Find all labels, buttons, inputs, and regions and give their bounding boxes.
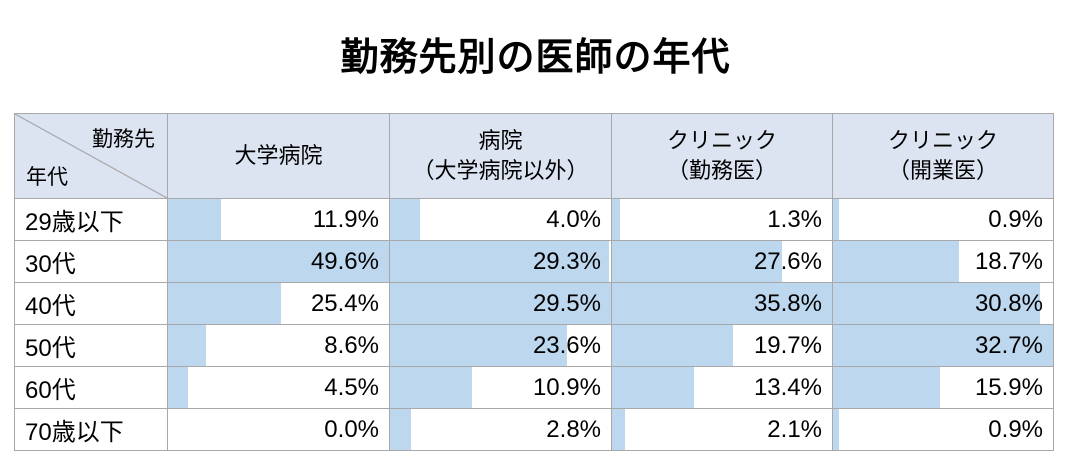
column-header-clinic-owner: クリニック （開業医） <box>832 113 1054 199</box>
value-cell: 0.9% <box>832 408 1054 451</box>
percent-label: 29.3% <box>532 247 601 275</box>
corner-label-age: 年代 <box>26 166 68 189</box>
column-header-hospital: 病院 （大学病院以外） <box>389 113 612 199</box>
value-cell: 1.3% <box>611 198 833 241</box>
data-bar <box>612 325 734 366</box>
table-row: 70歳以下 0.0% 2.8% 2.1% 0.9% <box>14 408 1054 451</box>
percent-label: 18.7% <box>974 247 1043 275</box>
corner-cell: 勤務先 年代 <box>14 113 168 199</box>
value-cell: 15.9% <box>832 366 1054 409</box>
value-cell: 0.0% <box>167 408 390 451</box>
value-cell: 27.6% <box>611 240 833 283</box>
row-label: 60代 <box>14 366 168 409</box>
column-header-university-hospital: 大学病院 <box>167 113 390 199</box>
percent-label: 2.8% <box>546 415 601 443</box>
data-bar <box>390 241 610 282</box>
data-bar <box>833 199 840 240</box>
percent-label: 1.3% <box>767 205 822 233</box>
value-cell: 2.1% <box>611 408 833 451</box>
percent-label: 13.4% <box>753 373 822 401</box>
data-bar <box>168 283 282 324</box>
percent-label: 35.8% <box>753 289 822 317</box>
value-cell: 2.8% <box>389 408 612 451</box>
percent-label: 23.6% <box>532 331 601 359</box>
value-cell: 8.6% <box>167 324 390 367</box>
data-bar <box>390 409 411 450</box>
data-bar <box>168 367 189 408</box>
percent-label: 30.8% <box>974 289 1043 317</box>
percent-label: 19.7% <box>753 331 822 359</box>
header-row: 勤務先 年代 大学病院 病院 （大学病院以外） クリニック （勤務医） クリニッ… <box>14 113 1054 199</box>
value-cell: 4.5% <box>167 366 390 409</box>
value-cell: 29.5% <box>389 282 612 325</box>
column-header-clinic-employed: クリニック （勤務医） <box>611 113 833 199</box>
row-label: 70歳以下 <box>14 408 168 451</box>
value-cell: 32.7% <box>832 324 1054 367</box>
percent-label: 0.9% <box>988 205 1043 233</box>
data-bar <box>390 367 472 408</box>
data-bar <box>390 283 611 324</box>
percent-label: 4.5% <box>324 373 379 401</box>
value-cell: 30.8% <box>832 282 1054 325</box>
table-row: 30代 49.6% 29.3% 27.6% 18.7% <box>14 240 1054 283</box>
data-bar <box>390 199 420 240</box>
row-label: 30代 <box>14 240 168 283</box>
data-bar <box>833 409 840 450</box>
data-bar <box>612 199 620 240</box>
data-bar <box>612 367 695 408</box>
table-body: 29歳以下 11.9% 4.0% 1.3% 0.9% 30代 49.6% 29.3% 27.6%… <box>14 198 1054 451</box>
data-table: 勤務先 年代 大学病院 病院 （大学病院以外） クリニック （勤務医） クリニッ… <box>14 113 1054 451</box>
value-cell: 35.8% <box>611 282 833 325</box>
value-cell: 4.0% <box>389 198 612 241</box>
table-row: 60代 4.5% 10.9% 13.4% 15.9% <box>14 366 1054 409</box>
data-bar <box>612 241 782 282</box>
value-cell: 25.4% <box>167 282 390 325</box>
corner-label-workplace: 勤務先 <box>92 128 155 151</box>
table-row: 50代 8.6% 23.6% 19.7% 32.7% <box>14 324 1054 367</box>
value-cell: 19.7% <box>611 324 833 367</box>
value-cell: 49.6% <box>167 240 390 283</box>
value-cell: 18.7% <box>832 240 1054 283</box>
page-title: 勤務先別の医師の年代 <box>340 37 731 79</box>
data-bar <box>168 199 222 240</box>
percent-label: 0.9% <box>988 415 1043 443</box>
value-cell: 13.4% <box>611 366 833 409</box>
data-bar <box>390 325 567 366</box>
percent-label: 25.4% <box>310 289 379 317</box>
value-cell: 0.9% <box>832 198 1054 241</box>
percent-label: 32.7% <box>974 331 1043 359</box>
value-cell: 10.9% <box>389 366 612 409</box>
percent-label: 15.9% <box>974 373 1043 401</box>
percent-label: 4.0% <box>546 205 601 233</box>
row-label: 40代 <box>14 282 168 325</box>
percent-label: 11.9% <box>312 205 379 233</box>
value-cell: 23.6% <box>389 324 612 367</box>
value-cell: 11.9% <box>167 198 390 241</box>
percent-label: 0.0% <box>324 415 379 443</box>
value-cell: 29.3% <box>389 240 612 283</box>
percent-label: 10.9% <box>532 373 601 401</box>
percent-label: 29.5% <box>532 289 601 317</box>
row-label: 29歳以下 <box>14 198 168 241</box>
data-bar <box>833 241 959 282</box>
data-bar <box>168 325 207 366</box>
data-bar <box>833 325 1053 366</box>
percent-label: 27.6% <box>753 247 822 275</box>
data-bar <box>612 283 832 324</box>
percent-label: 2.1% <box>767 415 822 443</box>
data-bar <box>833 367 940 408</box>
table-row: 40代 25.4% 29.5% 35.8% 30.8% <box>14 282 1054 325</box>
diagonal-line <box>15 114 167 198</box>
data-bar <box>833 283 1041 324</box>
row-label: 50代 <box>14 324 168 367</box>
table-row: 29歳以下 11.9% 4.0% 1.3% 0.9% <box>14 198 1054 241</box>
percent-label: 8.6% <box>324 331 379 359</box>
percent-label: 49.6% <box>310 247 379 275</box>
data-bar <box>612 409 625 450</box>
data-bar <box>168 241 389 282</box>
